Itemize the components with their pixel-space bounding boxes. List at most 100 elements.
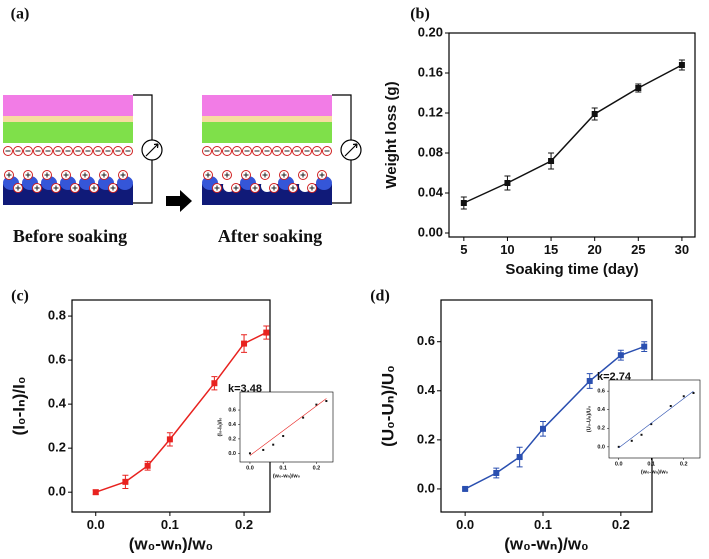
marker bbox=[248, 452, 251, 455]
marker bbox=[92, 489, 99, 496]
marker bbox=[504, 180, 511, 186]
y-tick-label: 0.6 bbox=[228, 407, 236, 413]
marker bbox=[262, 448, 265, 451]
y-axis-label: (I₀-Iₙ)/I₀ bbox=[217, 417, 223, 437]
positive-sign bbox=[290, 185, 296, 191]
y-tick-label: 0.00 bbox=[418, 224, 443, 239]
positive-sign bbox=[34, 185, 40, 191]
marker bbox=[635, 85, 642, 91]
y-axis-label: (U₀-Uₙ)/U₀ bbox=[378, 365, 397, 447]
x-tick-label: 0.1 bbox=[161, 517, 179, 532]
marker bbox=[325, 400, 328, 403]
marker bbox=[586, 377, 593, 384]
marker bbox=[669, 405, 672, 407]
marker bbox=[302, 416, 305, 419]
positive-sign bbox=[72, 185, 78, 191]
panel-label: (a) bbox=[11, 6, 30, 23]
marker bbox=[641, 343, 648, 350]
panel-label: (c) bbox=[11, 288, 29, 305]
positive-sign bbox=[6, 172, 12, 178]
annotation: k=3.48 bbox=[228, 383, 262, 395]
positive-sign bbox=[101, 172, 107, 178]
positive-sign bbox=[224, 172, 230, 178]
chart: 0.0 0.2 0.4 0.6 0.0 0.1 0.2 k=3.48 (w₀-wₙ)/w₀ (I₀… bbox=[217, 383, 334, 479]
marker bbox=[682, 395, 685, 398]
marker bbox=[144, 462, 151, 469]
chart: 0.0 0.2 0.4 0.6 0.8 0.0 0.1 0.2 (w₀-wₙ)/w₀ (I₀-Iₙ… bbox=[9, 288, 271, 553]
electrode-layer bbox=[202, 95, 332, 116]
y-tick-label: 0.2 bbox=[597, 426, 605, 432]
x-tick-label: 0.0 bbox=[246, 466, 254, 472]
y-tick-label: 0.0 bbox=[417, 480, 435, 495]
caption: Before soaking bbox=[13, 226, 127, 246]
marker bbox=[241, 340, 248, 347]
caption: After soaking bbox=[218, 226, 322, 246]
x-tick-label: 15 bbox=[544, 242, 558, 257]
plot-frame bbox=[239, 391, 334, 463]
x-tick-label: 10 bbox=[500, 242, 514, 257]
marker bbox=[315, 403, 318, 406]
y-tick-label: 0.2 bbox=[228, 436, 236, 442]
y-axis-label: (U₀-Uₙ)/U₀ bbox=[586, 405, 592, 432]
positive-sign bbox=[262, 172, 268, 178]
positive-sign bbox=[309, 185, 315, 191]
x-axis-label: (w₀-wₙ)/w₀ bbox=[504, 534, 588, 553]
y-tick-label: 0.0 bbox=[48, 484, 66, 499]
y-tick-label: 0.4 bbox=[597, 407, 606, 413]
y-tick-label: 0.4 bbox=[48, 396, 67, 411]
electrode-layer bbox=[3, 95, 133, 116]
positive-sign bbox=[214, 185, 220, 191]
plot-frame bbox=[448, 32, 696, 238]
marker bbox=[640, 433, 643, 436]
y-axis-label: (I₀-Iₙ)/I₀ bbox=[9, 377, 28, 436]
y-tick-label: 0.0 bbox=[228, 451, 236, 457]
marker bbox=[617, 352, 624, 359]
positive-sign bbox=[91, 185, 97, 191]
y-tick-label: 0.12 bbox=[418, 104, 443, 119]
marker bbox=[462, 485, 469, 492]
positive-sign bbox=[15, 185, 21, 191]
x-tick-label: 25 bbox=[631, 242, 645, 257]
positive-sign bbox=[281, 172, 287, 178]
x-tick-label: 0.1 bbox=[534, 517, 552, 532]
marker bbox=[650, 423, 653, 426]
meter-needle bbox=[145, 143, 159, 157]
panel-label: (b) bbox=[410, 6, 430, 23]
x-tick-label: 20 bbox=[587, 242, 601, 257]
dielectric-layer bbox=[202, 122, 332, 143]
positive-sign bbox=[233, 185, 239, 191]
marker bbox=[493, 469, 500, 476]
marker bbox=[630, 439, 633, 442]
x-tick-label: 0.0 bbox=[615, 462, 623, 468]
series-line bbox=[618, 390, 694, 449]
panel-label: (d) bbox=[370, 288, 390, 305]
marker bbox=[263, 329, 270, 336]
marker bbox=[617, 445, 620, 448]
marker bbox=[678, 62, 685, 68]
x-tick-label: 0.2 bbox=[680, 462, 688, 468]
x-axis-label: (w₀-wₙ)/w₀ bbox=[641, 469, 669, 475]
x-tick-label: 0.0 bbox=[456, 517, 474, 532]
positive-sign bbox=[63, 172, 69, 178]
x-tick-label: 0.2 bbox=[235, 517, 253, 532]
electrode-layer bbox=[3, 116, 133, 122]
y-tick-label: 0.8 bbox=[48, 308, 66, 323]
plot-frame bbox=[608, 379, 701, 459]
positive-sign bbox=[252, 185, 258, 191]
y-tick-label: 0.6 bbox=[597, 389, 605, 395]
marker bbox=[516, 454, 523, 461]
wire bbox=[133, 94, 153, 204]
x-tick-label: 30 bbox=[675, 242, 689, 257]
y-tick-label: 0.08 bbox=[418, 144, 443, 159]
y-tick-label: 0.16 bbox=[418, 64, 443, 79]
chart: 0.00 0.04 0.08 0.12 0.16 0.20 5 10 15 20 25 30 Soaki… bbox=[383, 6, 696, 278]
marker bbox=[272, 443, 275, 446]
electrode-layer bbox=[202, 116, 332, 122]
marker bbox=[166, 436, 173, 443]
chart: 0.0 0.2 0.4 0.6 0.0 0.1 0.2 k=2.74 (w₀-wₙ)/w₀ (U₀… bbox=[586, 371, 701, 475]
series-line bbox=[463, 64, 683, 204]
marker bbox=[539, 425, 546, 432]
arrow bbox=[166, 190, 192, 212]
series-line bbox=[249, 398, 327, 456]
